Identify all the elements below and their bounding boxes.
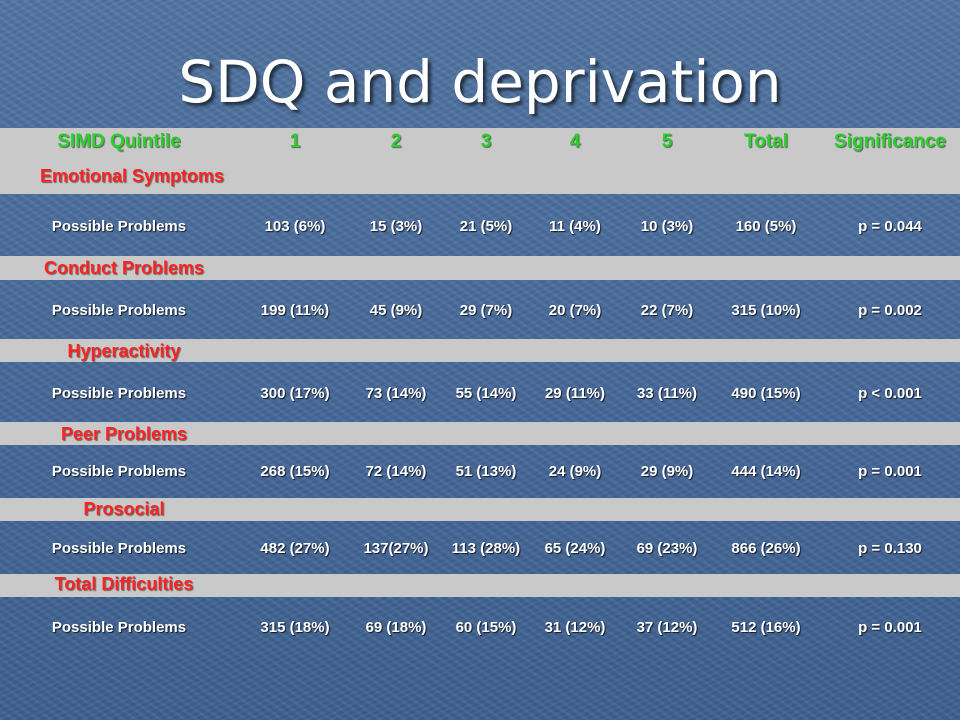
table-cell: p = 0.002 [858, 302, 922, 319]
section-band [0, 498, 960, 521]
table-cell: 55 (14%) [455, 385, 517, 402]
table-cell: 10 (3%) [640, 218, 694, 235]
table-cell: 315 (10%) [731, 302, 801, 319]
category-label: Prosocial [83, 499, 165, 519]
row-label: Possible Problems [51, 540, 187, 557]
table-cell: 65 (24%) [544, 540, 606, 557]
table-cell: 73 (14%) [365, 385, 427, 402]
section-band [0, 574, 960, 597]
table-cell: 15 (3%) [369, 218, 423, 235]
row-label: Possible Problems [51, 218, 187, 235]
header-cell: Significance [834, 131, 946, 152]
table-cell: 29 (7%) [459, 302, 513, 319]
table-cell: 315 (18%) [260, 619, 330, 636]
table-cell: 45 (9%) [369, 302, 423, 319]
table-cell: 512 (16%) [731, 619, 801, 636]
row-label: Possible Problems [51, 619, 187, 636]
table-cell: 268 (15%) [260, 463, 330, 480]
category-label: Conduct Problems [43, 258, 204, 278]
table-cell: 300 (17%) [260, 385, 330, 402]
table-cell: 24 (9%) [548, 463, 602, 480]
row-label: Possible Problems [51, 302, 187, 319]
table-cell: p = 0.001 [858, 463, 922, 480]
table-cell: p < 0.001 [858, 385, 922, 402]
table-cell: 69 (23%) [636, 540, 698, 557]
category-label: Total Difficulties [54, 574, 194, 594]
header-cell: 2 [390, 131, 402, 152]
table-cell: 21 (5%) [459, 218, 513, 235]
section-band [0, 256, 960, 280]
table-cell: 113 (28%) [451, 540, 521, 557]
table-cell: p = 0.001 [858, 619, 922, 636]
header-cell: Total [744, 131, 788, 152]
slide-title: SDQ and deprivation [178, 48, 782, 116]
header-cell: 1 [289, 131, 301, 152]
table-cell: 11 (4%) [549, 218, 601, 235]
table-cell: p = 0.130 [858, 540, 922, 557]
table-cell: 29 (9%) [640, 463, 694, 480]
row-label: Possible Problems [51, 385, 187, 402]
table-cell: 482 (27%) [260, 540, 330, 557]
row-label: Possible Problems [51, 463, 187, 480]
section-band [0, 422, 960, 445]
table-cell: 444 (14%) [731, 463, 801, 480]
table-cell: 29 (11%) [544, 385, 606, 402]
table-cell: 22 (7%) [640, 302, 694, 319]
table-cell: 37 (12%) [636, 619, 698, 636]
table-cell: 69 (18%) [365, 619, 427, 636]
header-cell: 4 [569, 131, 581, 152]
category-label: Peer Problems [60, 424, 188, 444]
table-cell: 103 (6%) [264, 218, 326, 235]
header-cell: SIMD Quintile [57, 131, 181, 152]
header-cell: 5 [661, 131, 673, 152]
table-cell: 51 (13%) [455, 463, 517, 480]
table-cell: 33 (11%) [636, 385, 698, 402]
section-band [0, 339, 960, 362]
category-label: Hyperactivity [67, 341, 181, 361]
table-cell: 199 (11%) [260, 302, 330, 319]
header-cell: 3 [480, 131, 492, 152]
category-label: Emotional Symptoms [39, 166, 225, 186]
table-cell: 490 (15%) [731, 385, 801, 402]
table-cell: 866 (26%) [731, 540, 801, 557]
table-cell: 160 (5%) [735, 218, 797, 235]
table-cell: 137(27%) [363, 540, 429, 557]
table-cell: 60 (15%) [455, 619, 517, 636]
table-cell: 31 (12%) [544, 619, 606, 636]
table-cell: 20 (7%) [548, 302, 602, 319]
section-band [0, 128, 960, 194]
table-cell: 72 (14%) [365, 463, 427, 480]
table-cell: p = 0.044 [858, 218, 922, 235]
